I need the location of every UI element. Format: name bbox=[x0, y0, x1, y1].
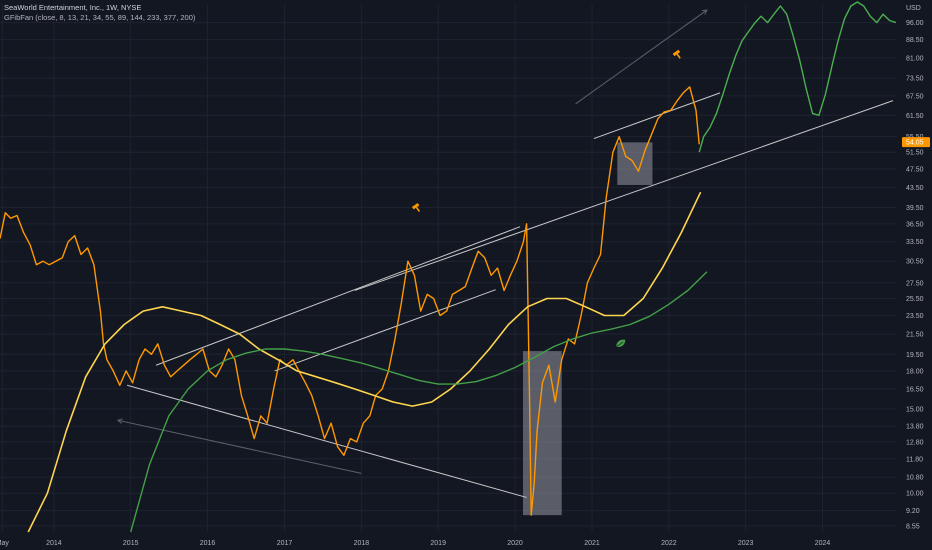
price-axis[interactable]: 8.55 9.20 10.00 10.80 11.80 12.80 13.80 15.00 16… bbox=[906, 5, 924, 530]
time-tick-label: 2019 bbox=[430, 540, 446, 547]
time-tick-label: 2024 bbox=[815, 540, 831, 547]
chart-markers bbox=[411, 49, 681, 348]
time-tick-label: May bbox=[0, 540, 9, 547]
price-tick-label: 11.80 bbox=[906, 456, 923, 463]
current-price-box bbox=[902, 137, 930, 148]
trend-line bbox=[126, 384, 527, 498]
price-tick-label: 39.50 bbox=[906, 205, 924, 212]
arrow-head bbox=[701, 9, 708, 15]
price-tick-label: 27.50 bbox=[906, 280, 924, 287]
price-line bbox=[0, 86, 700, 516]
fib-fan-yellow-line bbox=[27, 191, 702, 533]
time-axis[interactable]: May 2014 2015 2016 2017 2018 2019 2020 2021 2022 2… bbox=[0, 540, 830, 547]
price-tick-label: 25.50 bbox=[906, 296, 924, 303]
projection-arrow bbox=[117, 419, 362, 474]
trend-line bbox=[354, 100, 894, 291]
price-tick-label: 21.50 bbox=[906, 331, 924, 338]
leaf-icon bbox=[616, 339, 626, 348]
indicator-legend[interactable]: GFibFan (close, 8, 13, 21, 34, 55, 89, 1… bbox=[4, 13, 196, 22]
currency-label: USD bbox=[906, 5, 921, 12]
arrow-head bbox=[116, 418, 123, 424]
grid-lines bbox=[0, 4, 897, 532]
hammer-head bbox=[411, 202, 420, 210]
price-tick-label: 36.50 bbox=[906, 221, 924, 228]
time-tick-label: 2021 bbox=[584, 540, 600, 547]
projection-arrow bbox=[575, 9, 708, 105]
price-tick-label: 13.80 bbox=[906, 424, 924, 431]
price-tick-label: 12.80 bbox=[906, 439, 924, 446]
time-tick-label: 2015 bbox=[123, 540, 139, 547]
time-tick-label: 2014 bbox=[46, 540, 62, 547]
price-tick-label: 30.50 bbox=[906, 259, 924, 266]
price-tick-label: 33.50 bbox=[906, 239, 924, 246]
price-tick-label: 73.50 bbox=[906, 76, 924, 83]
price-tick-label: 61.50 bbox=[906, 113, 924, 120]
fib-fan-green-line bbox=[130, 271, 708, 533]
hammer-head bbox=[672, 49, 681, 57]
price-tick-label: 16.50 bbox=[906, 387, 924, 394]
price-tick-label: 19.50 bbox=[906, 352, 924, 359]
price-tick-label: 10.80 bbox=[906, 475, 924, 482]
time-tick-label: 2023 bbox=[738, 540, 754, 547]
trend-line bbox=[593, 92, 721, 140]
chart-title[interactable]: SeaWorld Entertainment, Inc., 1W, NYSE bbox=[4, 3, 142, 12]
price-tick-label: 15.00 bbox=[906, 406, 924, 413]
hammer-handle bbox=[415, 206, 421, 212]
time-tick-label: 2018 bbox=[354, 540, 370, 547]
current-price-value: 54.05 bbox=[906, 140, 924, 147]
price-tick-label: 18.00 bbox=[906, 368, 924, 375]
series-lines bbox=[0, 1, 897, 533]
price-tick-label: 51.50 bbox=[906, 150, 924, 157]
price-tick-label: 81.00 bbox=[906, 55, 924, 62]
price-tick-label: 10.00 bbox=[906, 491, 924, 498]
price-tick-label: 8.55 bbox=[906, 523, 920, 530]
trend-lines bbox=[116, 9, 894, 498]
price-tick-label: 88.50 bbox=[906, 37, 924, 44]
hammer-icon bbox=[411, 202, 421, 212]
time-tick-label: 2022 bbox=[661, 540, 677, 547]
hammer-icon bbox=[672, 49, 681, 59]
leaf-vein bbox=[616, 341, 624, 348]
time-tick-label: 2020 bbox=[507, 540, 523, 547]
time-tick-label: 2017 bbox=[277, 540, 293, 547]
price-tick-label: 43.50 bbox=[906, 185, 924, 192]
time-tick-label: 2016 bbox=[200, 540, 216, 547]
price-tick-label: 9.20 bbox=[906, 508, 920, 515]
price-tick-label: 23.50 bbox=[906, 313, 924, 320]
trend-line bbox=[274, 289, 496, 372]
current-price-tag: 54.05 bbox=[902, 137, 930, 148]
trend-line bbox=[155, 226, 521, 366]
price-tick-label: 47.50 bbox=[906, 167, 924, 174]
hammer-handle bbox=[676, 53, 681, 59]
price-continuation-line bbox=[698, 1, 897, 153]
price-tick-label: 96.00 bbox=[906, 20, 924, 27]
price-tick-label: 67.50 bbox=[906, 93, 924, 100]
